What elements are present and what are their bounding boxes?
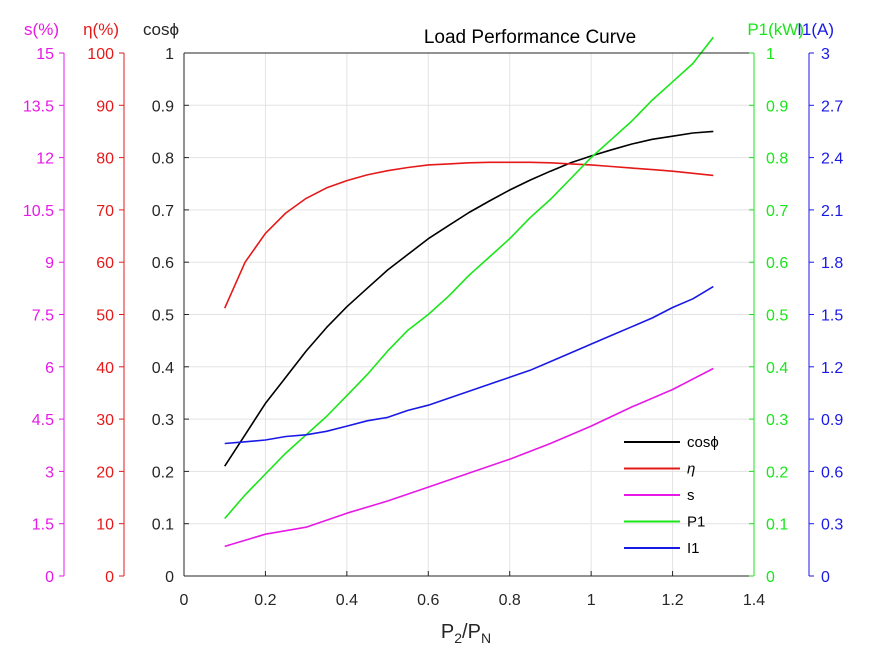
x-tick-label: 0.2 xyxy=(254,592,276,609)
cos-tick-label: 0.6 xyxy=(152,255,174,272)
grid xyxy=(184,53,754,576)
x-axis-label: P2/PN xyxy=(441,621,491,646)
legend-label-eta: η xyxy=(687,461,695,478)
cos-tick-label: 0.3 xyxy=(152,412,174,429)
eta-tick-label: 10 xyxy=(96,517,114,534)
s-tick-label: 15 xyxy=(36,46,54,63)
p1-tick-label: 0.5 xyxy=(766,308,788,325)
eta-tick-label: 50 xyxy=(96,308,114,325)
x-tick-label: 0.8 xyxy=(499,592,521,609)
i1-axis-label: I1(A) xyxy=(797,20,834,39)
s-tick-label: 12 xyxy=(36,151,54,168)
cos-tick-label: 0.8 xyxy=(152,151,174,168)
legend-label-cos: cosϕ xyxy=(687,434,719,451)
i1-tick-label: 1.2 xyxy=(821,360,843,377)
x-tick-label: 0 xyxy=(180,592,189,609)
p1-tick-label: 0.1 xyxy=(766,517,788,534)
x-tick-label: 1.4 xyxy=(743,592,765,609)
cos-tick-label: 0.7 xyxy=(152,203,174,220)
i1-tick-label: 0.3 xyxy=(821,517,843,534)
series-line-cos xyxy=(224,130,714,467)
p1-tick-label: 0.3 xyxy=(766,412,788,429)
series-line-i1 xyxy=(224,285,714,445)
s-tick-label: 0 xyxy=(45,569,54,586)
s-tick-label: 13.5 xyxy=(23,98,54,115)
legend-label-s: s xyxy=(687,487,695,504)
eta-tick-label: 30 xyxy=(96,412,114,429)
cos-tick-label: 0.5 xyxy=(152,308,174,325)
eta-tick-label: 0 xyxy=(105,569,114,586)
s-tick-label: 3 xyxy=(45,464,54,481)
i1-tick-label: 2.4 xyxy=(821,151,843,168)
p1-tick-label: 0.2 xyxy=(766,464,788,481)
eta-tick-label: 40 xyxy=(96,360,114,377)
cos-tick-label: 0.9 xyxy=(152,98,174,115)
i1-tick-label: 0 xyxy=(821,569,830,586)
eta-tick-label: 80 xyxy=(96,151,114,168)
series-line-s xyxy=(224,367,714,548)
cos-tick-label: 1 xyxy=(165,46,174,63)
x-tick-label: 0.4 xyxy=(336,592,358,609)
eta-tick-label: 100 xyxy=(87,46,114,63)
legend-label-i1: I1 xyxy=(687,540,700,557)
i1-tick-label: 2.1 xyxy=(821,203,843,220)
eta-tick-label: 60 xyxy=(96,255,114,272)
i1-tick-label: 2.7 xyxy=(821,98,843,115)
p1-tick-label: 0.6 xyxy=(766,255,788,272)
s-axis-label: s(%) xyxy=(24,20,59,39)
p1-axis-label: P1(kW) xyxy=(747,20,804,39)
cos-tick-label: 0 xyxy=(165,569,174,586)
s-tick-label: 1.5 xyxy=(32,517,54,534)
p1-tick-label: 0.8 xyxy=(766,151,788,168)
series-line-eta xyxy=(223,161,714,309)
eta-tick-label: 90 xyxy=(96,98,114,115)
legend-label-p1: P1 xyxy=(687,514,705,531)
x-tick-label: 0.6 xyxy=(417,592,439,609)
p1-tick-label: 0.4 xyxy=(766,360,788,377)
axes: 0 0.2 0.4 0.6 0.8 1 1.2 1.401.534.567.5910.5121… xyxy=(23,20,843,609)
cos-tick-label: 0.2 xyxy=(152,464,174,481)
i1-tick-label: 0.6 xyxy=(821,464,843,481)
cos-tick-label: 0.4 xyxy=(152,360,174,377)
s-tick-label: 7.5 xyxy=(32,308,54,325)
legend: cosϕ ηs P1 I1 xyxy=(624,434,719,557)
eta-tick-label: 20 xyxy=(96,464,114,481)
p1-tick-label: 1 xyxy=(766,46,775,63)
eta-axis-label: η(%) xyxy=(83,20,119,39)
p1-tick-label: 0.7 xyxy=(766,203,788,220)
s-tick-label: 10.5 xyxy=(23,203,54,220)
i1-tick-label: 1.5 xyxy=(821,308,843,325)
p1-tick-label: 0 xyxy=(766,569,775,586)
x-tick-label: 1.2 xyxy=(661,592,683,609)
s-tick-label: 4.5 xyxy=(32,412,54,429)
cos-axis-label: cosϕ xyxy=(143,20,179,39)
s-tick-label: 6 xyxy=(45,360,54,377)
s-tick-label: 9 xyxy=(45,255,54,272)
x-tick-label: 1 xyxy=(587,592,596,609)
series-lines xyxy=(223,36,714,548)
eta-tick-label: 70 xyxy=(96,203,114,220)
i1-tick-label: 1.8 xyxy=(821,255,843,272)
cos-tick-label: 0.1 xyxy=(152,517,174,534)
chart-title: Load Performance Curve xyxy=(424,27,636,48)
i1-tick-label: 3 xyxy=(821,46,830,63)
p1-tick-label: 0.9 xyxy=(766,98,788,115)
plot-frame xyxy=(184,52,754,577)
i1-tick-label: 0.9 xyxy=(821,412,843,429)
